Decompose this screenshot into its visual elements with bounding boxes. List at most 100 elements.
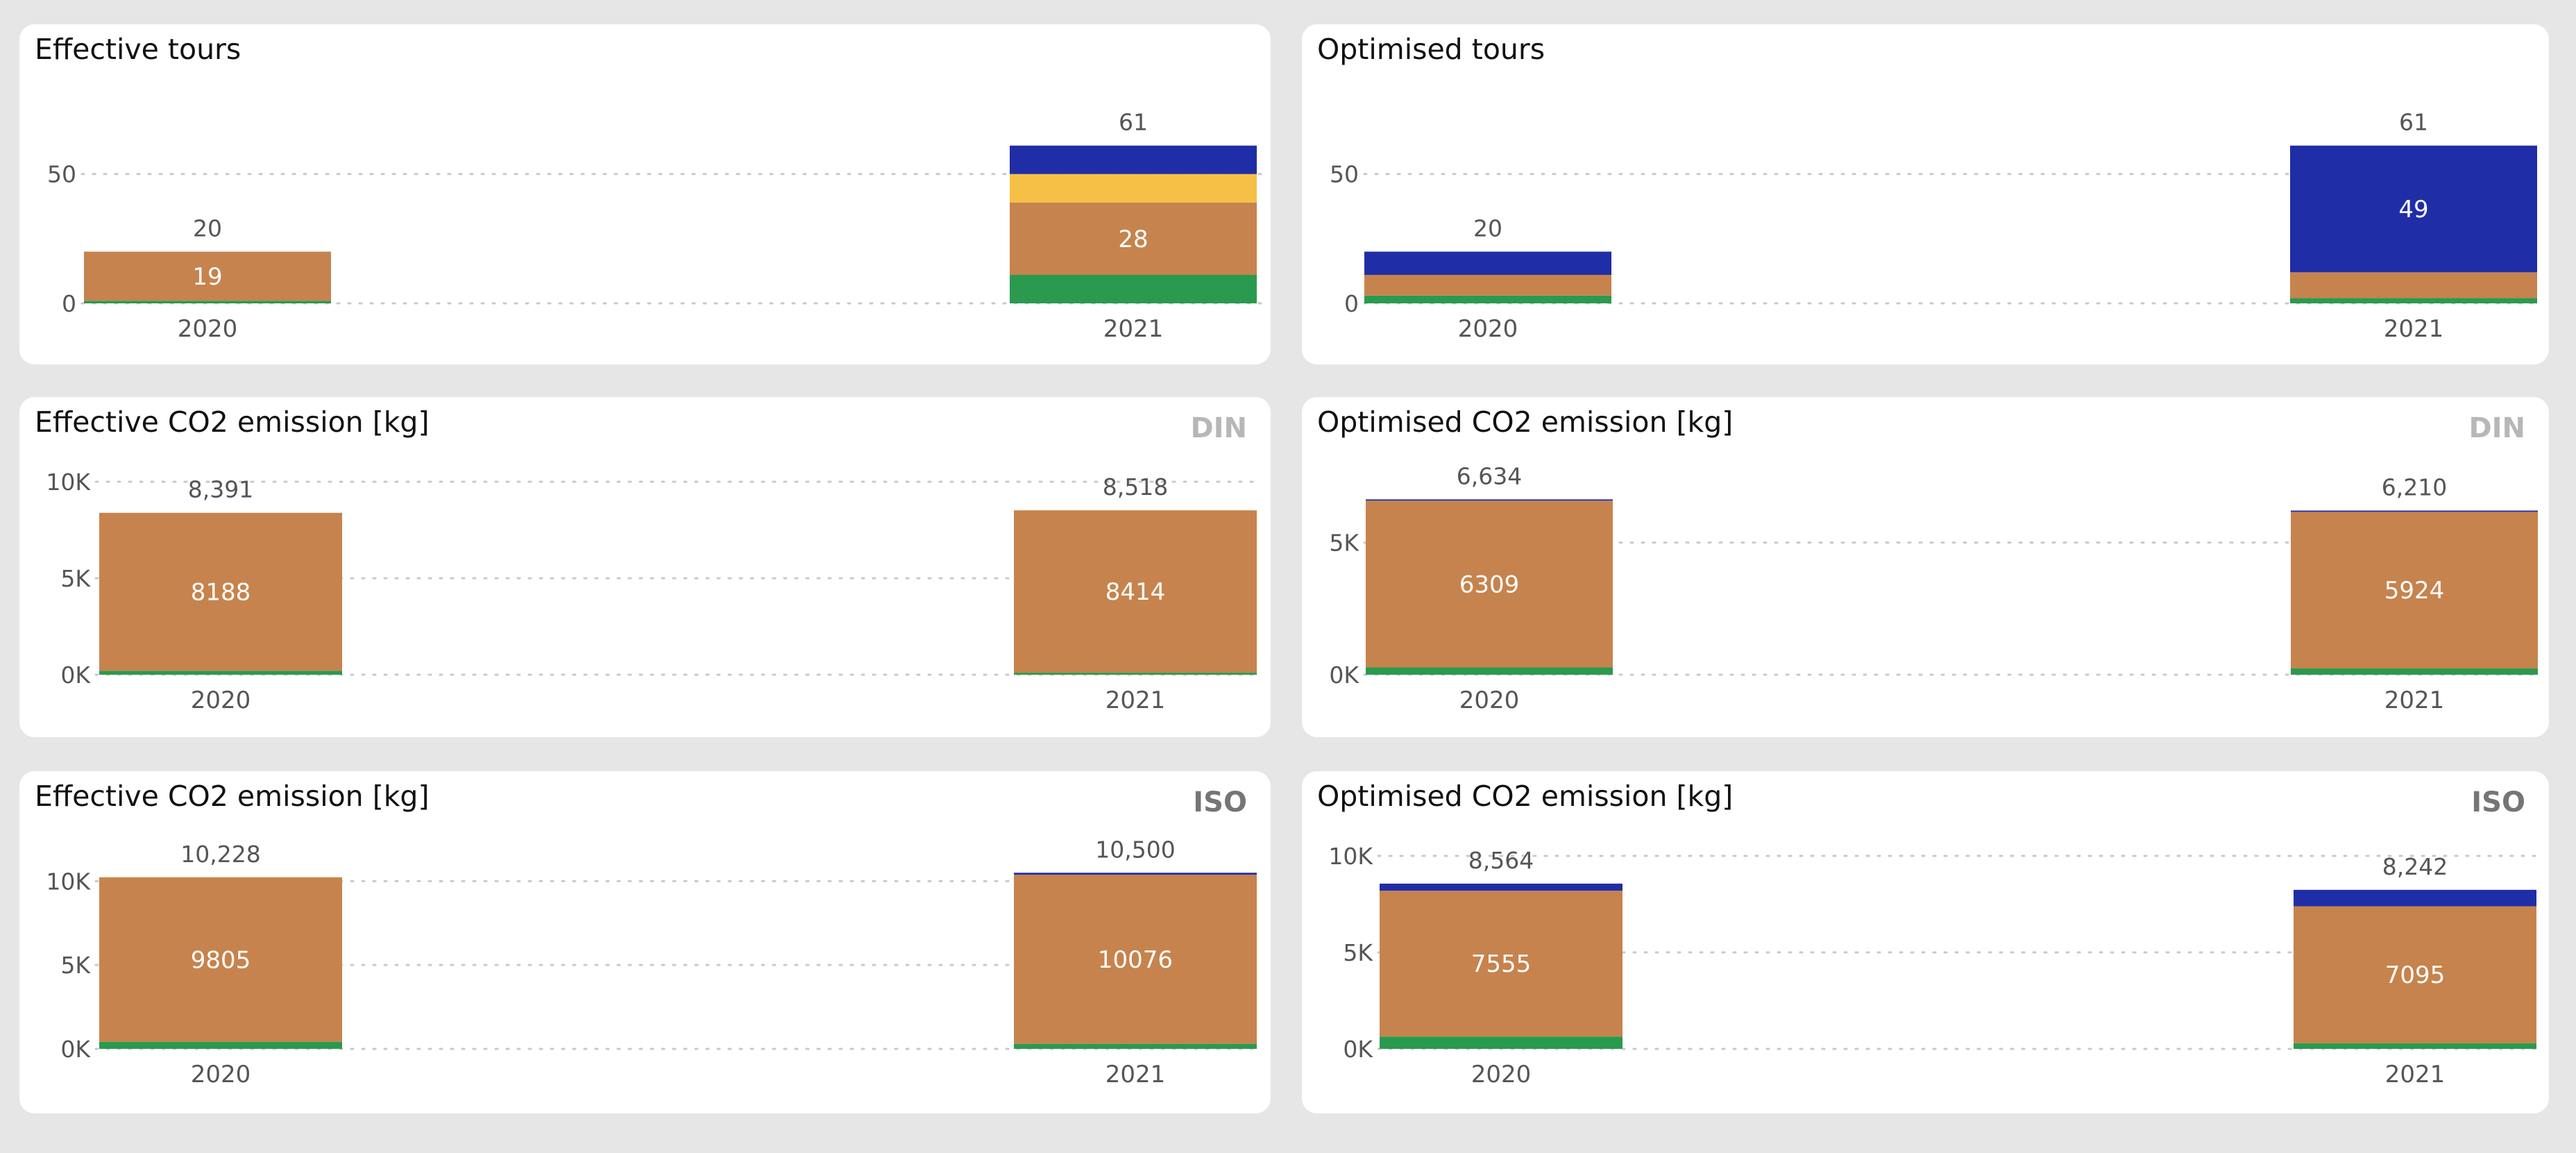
bar-segment-green [84,301,331,303]
bar-segment-label: 7095 [2385,961,2446,989]
bar-segment-brown [1014,510,1257,673]
bar-total-label: 20 [193,214,222,242]
chart-effective-co2-iso: 0K 5K 10K 9805 10,228 2020 10076 10,500 2021 [46,836,1263,1088]
bar-segment-blue [2290,145,2537,273]
y-tick-label: 10K [46,868,91,895]
x-tick-label: 2021 [1103,315,1164,343]
panel-badge: DIN [2468,412,2525,444]
bar-segment-brown [1366,500,1613,668]
y-tick-label: 50 [1330,161,1359,188]
panel-effective-tours: Effective tours 0 50 19 20 2020 28 61 2021 [19,24,1271,364]
chart-optimised-co2-din: 0K 5K 6309 6,634 2020 5924 6,210 2021 [1329,462,2542,714]
bar-segment-label: 8188 [191,579,251,607]
bar-total-label: 20 [1473,214,1502,242]
bar-segment-label: 19 [192,263,222,291]
bar-segment-label: 7555 [1471,950,1532,978]
panel-title: Effective tours [35,33,242,66]
chart-effective-co2-din: 0K 5K 10K 8188 8,391 2020 8414 8,518 2021 [46,469,1263,714]
y-tick-label: 5K [60,565,91,592]
bar-segment-label: 28 [1118,226,1148,253]
bar-segment-brown [1380,891,1622,1037]
bar-total-label: 8,564 [1468,847,1534,874]
y-tick-label: 0K [60,662,91,689]
panel-title: Optimised tours [1317,33,1545,66]
bar-segment-label: 49 [2398,196,2428,224]
bar-total-label: 6,210 [2382,474,2447,501]
bar-segment-green [99,671,342,675]
bar-segment-green [99,1041,342,1049]
y-tick-label: 5K [60,952,91,979]
x-tick-label: 2020 [191,687,251,714]
panel-badge: DIN [1190,412,1247,444]
bar-segment-blue [2294,889,2536,907]
x-tick-label: 2020 [178,315,238,343]
chart-optimised-co2-iso: 0K 5K 10K 7555 8,564 2020 7095 8,242 2021 [1328,843,2542,1088]
bar-segment-label: 6309 [1459,571,1520,598]
bar-total-label: 8,391 [188,476,253,503]
bar-segment-label: 8414 [1105,578,1166,606]
bar-total-label: 10,500 [1095,836,1175,863]
y-tick-label: 0K [60,1036,91,1063]
bar-segment-brown [1364,275,1611,296]
x-tick-label: 2020 [1459,687,1520,714]
bar-segment-brown [2290,272,2537,298]
bar-segment-blue [2291,510,2538,512]
x-tick-label: 2020 [1458,315,1518,343]
y-tick-label: 0K [1343,1036,1373,1063]
bar-segment-blue [1010,145,1257,174]
x-tick-label: 2021 [2385,1061,2446,1088]
y-tick-label: 5K [1343,939,1373,966]
panel-badge: ISO [1193,786,1247,818]
x-tick-label: 2021 [2384,687,2445,714]
x-tick-label: 2021 [1105,1061,1166,1088]
panel-title: Effective CO2 emission [kg] [35,780,430,813]
panel-title: Optimised CO2 emission [kg] [1317,780,1734,813]
bar-segment-brown [2294,906,2536,1043]
x-tick-label: 2021 [2384,315,2444,343]
panel-title: Effective CO2 emission [kg] [35,405,430,439]
y-tick-label: 10K [1328,843,1373,870]
bar-segment-green [2294,1043,2536,1049]
panel-effective-co2-din: Effective CO2 emission [kg] DIN 0K 5K 10K 8… [19,397,1271,737]
bar-segment-green [2291,668,2538,675]
bar-segment-green [1014,1043,1257,1049]
bar-segment-brown [2291,512,2538,669]
bar-segment-green [1366,667,1613,675]
bar-segment-green [1014,673,1257,675]
bar-segment-green [2290,298,2537,303]
bar-total-label: 8,242 [2382,853,2448,880]
y-tick-label: 5K [1329,530,1359,557]
y-tick-label: 0K [1329,662,1359,689]
panel-optimised-tours: Optimised tours 0 50 20 2020 49 61 2021 [1302,24,2549,364]
bar-segment-label: 9805 [191,946,251,974]
bar-segment-brown [99,512,342,671]
bar-total-label: 6,634 [1457,462,1522,489]
y-tick-label: 0 [62,290,76,317]
bar-total-label: 8,518 [1103,473,1168,500]
bar-segment-green [1010,275,1257,303]
bar-total-label: 10,228 [180,841,260,868]
bar-segment-blue [1014,873,1257,875]
bar-segment-green [1380,1036,1622,1049]
bar-segment-brown [1014,875,1257,1044]
y-tick-label: 0 [1344,290,1359,317]
bar-segment-brown [84,251,331,301]
bar-segment-blue [1366,499,1613,501]
y-tick-label: 10K [46,469,91,496]
panel-optimised-co2-iso: Optimised CO2 emission [kg] ISO 0K 5K 10K 7… [1302,771,2549,1113]
y-tick-label: 50 [47,161,76,188]
x-tick-label: 2021 [1105,687,1166,714]
bar-segment-green [1364,295,1611,303]
panel-badge: ISO [2471,786,2525,818]
bar-segment-brown [1010,202,1257,276]
panel-effective-co2-iso: Effective CO2 emission [kg] ISO 0K 5K 10K 9… [19,771,1271,1113]
bar-segment-label: 5924 [2384,577,2445,605]
x-tick-label: 2020 [191,1061,251,1088]
bar-total-label: 61 [2399,109,2428,136]
bar-segment-blue [1380,883,1622,891]
bar-segment-blue [1364,251,1611,276]
x-tick-label: 2020 [1471,1061,1532,1088]
bar-total-label: 61 [1119,109,1148,136]
